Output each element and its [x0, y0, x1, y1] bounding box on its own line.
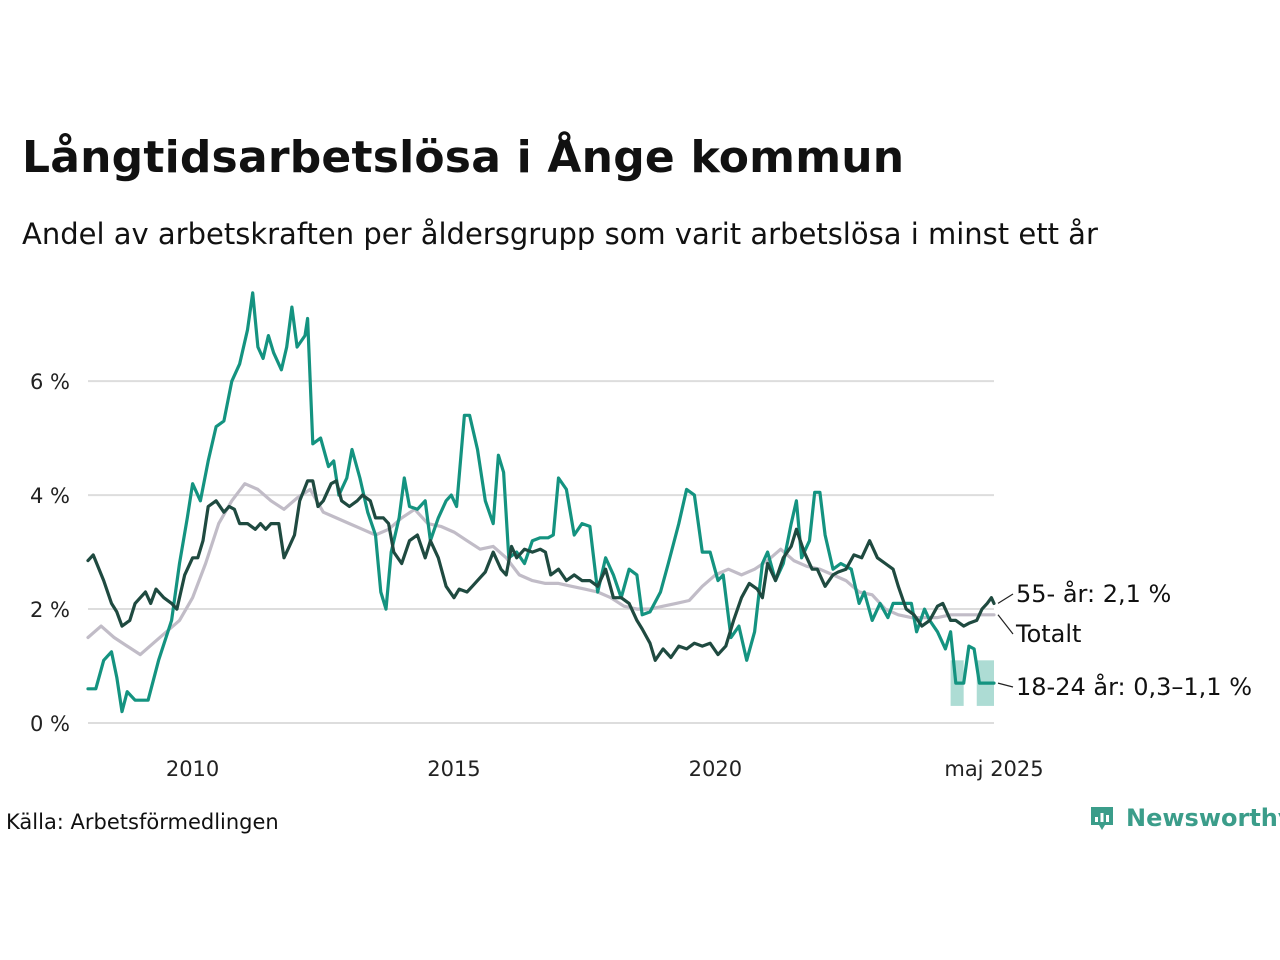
x-tick-label: 2020: [689, 757, 742, 781]
y-tick-label: 0 %: [30, 712, 70, 736]
brand-logo: Newsworthy: [1088, 804, 1280, 832]
newsworthy-logo-icon: [1091, 807, 1113, 830]
y-tick-label: 2 %: [30, 598, 70, 622]
chart-title: Långtidsarbetslösa i Ånge kommun: [22, 132, 905, 183]
source-note: Källa: Arbetsförmedlingen: [6, 810, 279, 834]
brand-name: Newsworthy: [1126, 804, 1280, 832]
axis-labels: 0 % 2 % 4 % 6 % 2010 2015 2020 maj 2025: [30, 370, 1044, 781]
chart-subtitle: Andel av arbetskraften per åldersgrupp s…: [22, 217, 1098, 251]
y-tick-label: 4 %: [30, 484, 70, 508]
end-label-55-: 55- år: 2,1 %: [1016, 579, 1171, 608]
y-tick-label: 6 %: [30, 370, 70, 394]
series-line-totalt: [86, 482, 996, 657]
end-labels: Totalt 18-24 år: 0,3–1,1 % 55- år: 2,1 %: [997, 579, 1252, 701]
series-line-18-24: [86, 291, 996, 714]
end-label-leader-totalt: [997, 614, 1014, 635]
end-label-18-24: 18-24 år: 0,3–1,1 %: [1016, 672, 1252, 701]
series-line-55-: [86, 479, 996, 662]
series-lines: [86, 291, 996, 714]
end-label-totalt: Totalt: [1015, 620, 1081, 648]
x-tick-label: maj 2025: [944, 757, 1043, 781]
gridlines: [88, 380, 994, 724]
x-tick-label: 2010: [166, 757, 219, 781]
end-label-leader-55-: [997, 593, 1014, 604]
end-label-leader-18-24: [997, 682, 1014, 688]
x-tick-label: 2015: [427, 757, 480, 781]
